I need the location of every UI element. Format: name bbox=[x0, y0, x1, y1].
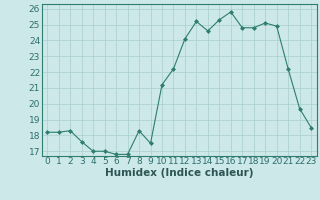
X-axis label: Humidex (Indice chaleur): Humidex (Indice chaleur) bbox=[105, 168, 253, 178]
